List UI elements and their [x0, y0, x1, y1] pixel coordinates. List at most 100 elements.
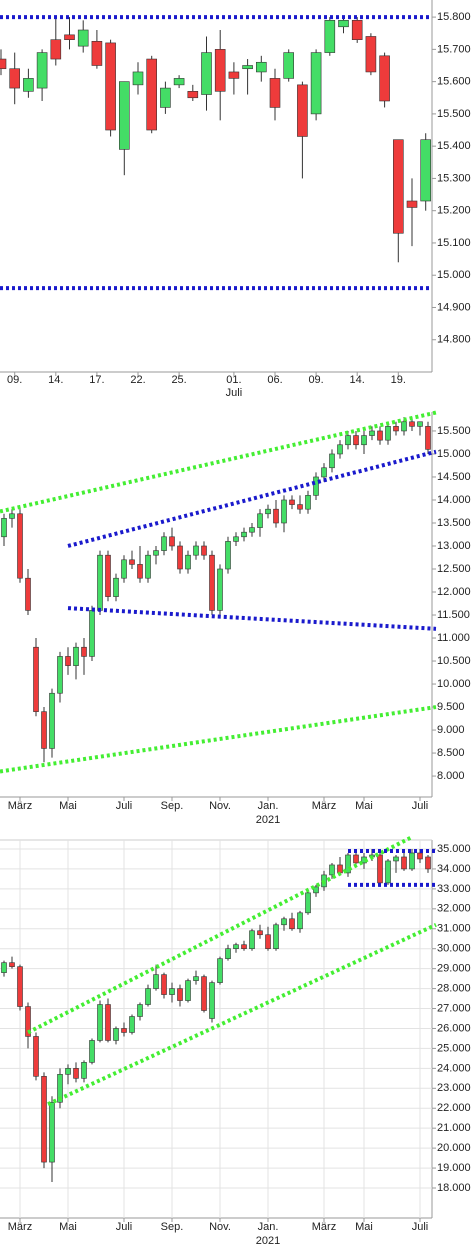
y-tick-label: 11.000 — [437, 632, 470, 644]
x-tick-label: 06. — [267, 374, 282, 386]
candle-body — [265, 934, 271, 950]
y-tick-label: 12.500 — [437, 563, 471, 575]
candle-body — [25, 577, 31, 611]
candle-body — [105, 554, 111, 597]
y-tick-label: 25.000 — [437, 1042, 471, 1054]
candle-body — [338, 20, 349, 28]
y-tick-label: 35.000 — [437, 843, 471, 855]
candle-body — [255, 61, 267, 73]
candle-body — [64, 34, 75, 40]
y-tick-label: 31.000 — [437, 923, 471, 935]
candle-body — [241, 944, 247, 950]
candle-body — [201, 545, 207, 556]
x-tick-label: 17. — [89, 374, 104, 386]
candle-body — [351, 20, 363, 40]
candle-body — [201, 976, 207, 1011]
y-tick-label: 15.000 — [437, 448, 471, 460]
candle-body — [89, 610, 95, 657]
candle-body — [169, 536, 175, 547]
candle-body — [217, 568, 223, 611]
y-tick-label: 27.000 — [437, 1002, 471, 1014]
y-tick-label: 19.000 — [437, 1162, 471, 1174]
candle-body — [313, 886, 319, 894]
candle-body — [420, 139, 432, 202]
candle-body — [146, 58, 157, 131]
candle-body — [305, 495, 311, 510]
candle-body — [36, 52, 48, 89]
candle-body — [281, 918, 287, 926]
candle-body — [97, 554, 103, 611]
y-tick-label: 26.000 — [437, 1022, 471, 1034]
candle-body — [305, 892, 311, 914]
y-tick-label: 22.000 — [437, 1102, 471, 1114]
candle-body — [132, 71, 144, 86]
candle-body — [283, 52, 295, 79]
candle-body — [265, 508, 271, 515]
candle-body — [173, 78, 185, 86]
trend-line — [67, 606, 437, 631]
candle-body — [209, 554, 215, 611]
candle-body — [49, 692, 55, 749]
candle-body — [9, 513, 15, 519]
candle-body — [241, 531, 247, 538]
candle-body — [113, 1028, 119, 1041]
candle-body — [81, 1062, 87, 1079]
candle-body — [228, 71, 240, 79]
candle-body — [249, 527, 255, 533]
x-tick-label: März — [8, 1221, 32, 1233]
candle-body — [409, 421, 415, 427]
candle-body — [249, 930, 255, 950]
candle-body — [201, 52, 212, 95]
candle-body — [217, 958, 223, 983]
candle-body — [377, 430, 383, 441]
candle-body — [137, 564, 143, 579]
candle-body — [401, 421, 407, 432]
x-tick-label: 09. — [308, 374, 323, 386]
candle-body — [161, 974, 167, 995]
candle-body — [33, 646, 39, 712]
candle-body — [233, 944, 239, 950]
x-tick-label: 14. — [48, 374, 63, 386]
candle-body — [73, 1068, 79, 1079]
y-tick-label: 18.000 — [437, 1182, 471, 1194]
candle-body — [289, 499, 295, 505]
candle-body — [137, 1004, 143, 1017]
y-tick-label: 15.400 — [437, 140, 471, 152]
y-tick-label: 29.000 — [437, 963, 471, 975]
x-tick-label: Mai — [59, 1221, 77, 1233]
candle-body — [105, 42, 116, 131]
x-tick-label: 22. — [130, 374, 145, 386]
x-tick-label: Sep. — [161, 800, 184, 812]
candle-body — [281, 499, 287, 524]
candle-body — [297, 84, 308, 137]
candle-body — [25, 1006, 31, 1037]
y-tick-label: 24.000 — [437, 1062, 471, 1074]
candle-body — [65, 1068, 71, 1075]
candle-body — [17, 513, 23, 579]
candle-body — [113, 577, 119, 597]
x-tick-label: Juli — [412, 1221, 429, 1233]
candle-body — [377, 854, 383, 884]
candle-body — [17, 966, 23, 1007]
candle-body — [345, 854, 351, 874]
candle-body — [187, 91, 199, 99]
candle-body — [225, 948, 231, 959]
candle-body — [401, 856, 407, 870]
y-tick-label: 13.000 — [437, 540, 471, 552]
candle-body — [393, 856, 399, 862]
x-tick-label: 19. — [391, 374, 406, 386]
candle-body — [161, 536, 167, 551]
y-tick-label: 15.000 — [437, 269, 471, 281]
candle-body — [225, 541, 231, 570]
candle-body — [121, 1028, 127, 1033]
candle-body — [77, 29, 89, 47]
x-tick-label: 14. — [350, 374, 365, 386]
y-tick-label: 9.000 — [437, 724, 465, 736]
candle-body — [361, 435, 367, 446]
candle-body — [209, 982, 215, 1019]
x-tick-label: März — [8, 800, 32, 812]
candle-body — [214, 49, 226, 92]
y-tick-label: 15.700 — [437, 43, 471, 55]
candle-body — [409, 852, 415, 870]
